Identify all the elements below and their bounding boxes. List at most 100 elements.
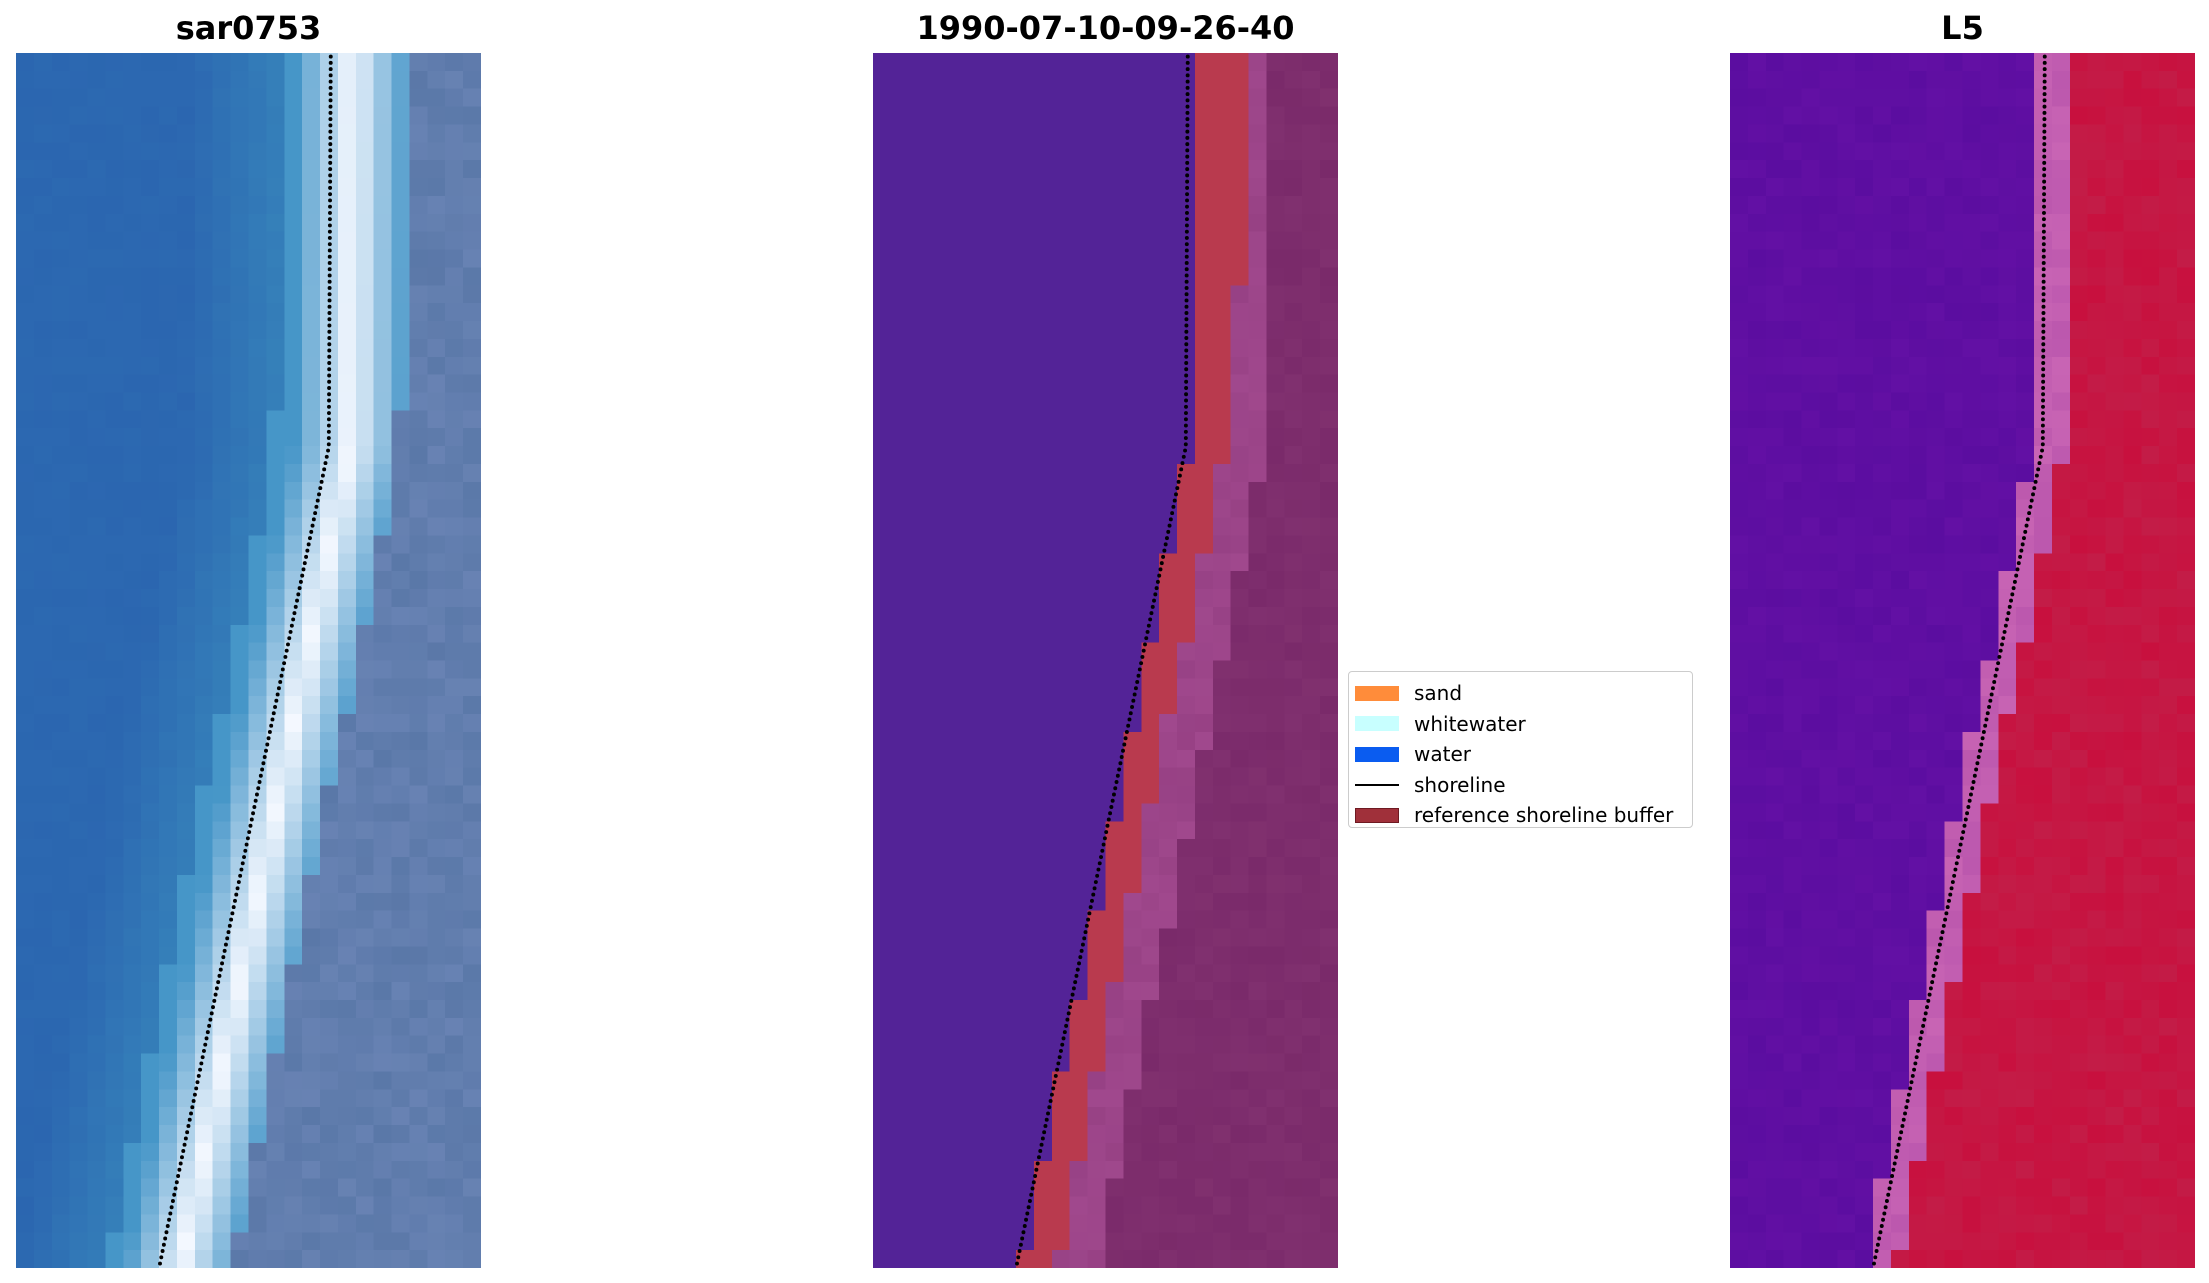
shoreline-point [1874, 1249, 1879, 1253]
shoreline-point [318, 486, 323, 491]
shoreline-point [1184, 317, 1189, 322]
shoreline-point [1915, 1048, 1920, 1053]
shoreline-point [2028, 504, 2033, 509]
shoreline-point [1952, 873, 1957, 878]
shoreline-point [304, 554, 309, 559]
shoreline-point [2041, 285, 2046, 290]
shoreline-point [235, 886, 240, 891]
shoreline-point [1184, 311, 1189, 315]
shoreline-point [1056, 1061, 1061, 1066]
shoreline-point [328, 79, 333, 84]
shoreline-point [1066, 1011, 1071, 1016]
panel-title-index: L5 [1941, 9, 1984, 47]
shoreline-point [327, 348, 332, 353]
shoreline-point [1935, 955, 1940, 960]
shoreline-point [1184, 329, 1189, 334]
shoreline-point [163, 1236, 168, 1241]
shoreline-point [1968, 792, 1973, 797]
shoreline-point [1053, 1073, 1058, 1078]
shoreline-point [1979, 742, 1984, 747]
shoreline-point [328, 60, 333, 65]
shoreline-point [1913, 1061, 1918, 1066]
shoreline-point [1185, 60, 1190, 65]
shoreline-point [1136, 673, 1141, 678]
shoreline-point [1110, 798, 1115, 803]
shoreline-point [1037, 1155, 1041, 1160]
shoreline-point [2032, 486, 2037, 491]
shoreline-point [282, 661, 287, 666]
shoreline-point [1183, 429, 1188, 434]
shoreline-point [1917, 1042, 1922, 1047]
shoreline-point [2042, 110, 2047, 115]
shoreline-point [1074, 973, 1079, 978]
shoreline-point [169, 1205, 174, 1210]
shoreline-point [1185, 85, 1190, 90]
sand-swatch [1355, 685, 1399, 701]
shoreline-point [1184, 336, 1189, 340]
shoreline-point [223, 942, 228, 947]
shoreline-point [1161, 554, 1166, 559]
shoreline-point [1155, 579, 1160, 584]
shoreline-point [1976, 755, 1981, 759]
shoreline-point [1035, 1161, 1040, 1166]
shoreline-point [1097, 861, 1102, 866]
shoreline-point [266, 736, 271, 741]
shoreline-point [288, 629, 293, 634]
shoreline-point [278, 679, 283, 684]
shoreline-point [1945, 905, 1950, 910]
rgb-image [16, 53, 481, 1268]
shoreline-point [2042, 85, 2047, 90]
shoreline-point [1184, 242, 1189, 247]
shoreline-point [328, 135, 333, 140]
shoreline-point [2041, 336, 2046, 340]
shoreline-point [1954, 861, 1959, 866]
shoreline-point [1128, 711, 1133, 716]
shoreline-point [1185, 185, 1190, 190]
shoreline-point [274, 698, 279, 703]
shoreline-point [225, 936, 230, 941]
shoreline-point [1966, 805, 1971, 809]
shoreline-point [195, 1080, 200, 1085]
shoreline-point [1936, 948, 1941, 953]
shoreline-point [328, 167, 333, 172]
shoreline-point [1090, 898, 1094, 903]
shoreline-point [1039, 1142, 1044, 1147]
shoreline-point [273, 704, 278, 709]
shoreline-point [2042, 154, 2047, 159]
shoreline-point [327, 260, 332, 265]
shoreline-point [239, 867, 244, 872]
shoreline-point [307, 536, 312, 541]
shoreline-point [2042, 92, 2047, 97]
shoreline-point [1879, 1224, 1884, 1228]
shoreline-point [270, 717, 275, 722]
shoreline-point [327, 392, 332, 397]
shoreline-point [1132, 692, 1137, 697]
shoreline-point [2042, 117, 2047, 122]
shoreline-point [1948, 892, 1953, 897]
shoreline-point [1877, 1236, 1882, 1241]
shoreline-point [1949, 886, 1954, 891]
shoreline-point [1939, 936, 1944, 941]
shoreline-point [1030, 1186, 1035, 1191]
shoreline-point [297, 586, 302, 591]
shoreline-point [327, 373, 332, 378]
shoreline-point [1943, 917, 1948, 922]
shoreline-point [276, 686, 281, 691]
shoreline-point [1888, 1180, 1893, 1185]
shoreline-point [1150, 604, 1155, 609]
shoreline-point [1899, 1130, 1904, 1135]
shoreline-point [1082, 936, 1087, 941]
shoreline-point [1872, 1261, 1876, 1266]
reference-buffer-swatch [1355, 807, 1399, 823]
shoreline-point [240, 861, 245, 866]
legend-label: shoreline [1414, 772, 1506, 797]
shoreline-point [1162, 548, 1167, 553]
shoreline-point [1184, 411, 1188, 415]
shoreline-point [194, 1086, 199, 1091]
legend-item-shoreline: shoreline [1349, 770, 1692, 801]
shoreline-point [1185, 148, 1190, 153]
shoreline-point [1883, 1205, 1888, 1210]
shoreline-point [226, 930, 231, 935]
shoreline-point [1998, 648, 2003, 653]
shoreline-point [200, 1055, 205, 1060]
